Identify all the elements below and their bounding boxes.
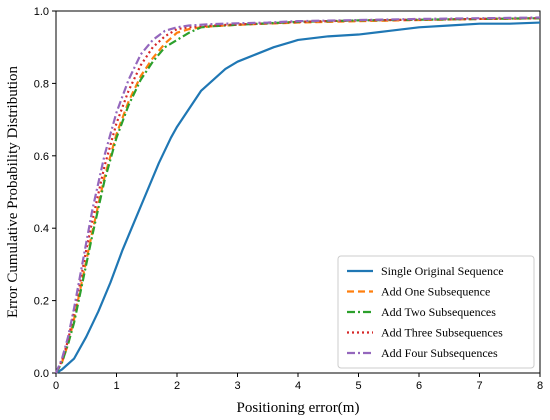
y-axis-title: Error Cumulative Probability Distributio…	[5, 65, 21, 318]
x-tick-label: 4	[295, 380, 301, 392]
legend-label-1: Single Original Sequence	[381, 264, 504, 278]
x-axis-ticks: 0 1 2 3 4 5 6 7 8	[53, 373, 543, 392]
series-line-3	[55, 17, 541, 374]
y-tick-label: 0.6	[34, 151, 49, 163]
series-line-1	[55, 21, 541, 374]
x-tick-label: 8	[537, 380, 543, 392]
legend-label-2: Add One Subsequence	[381, 285, 490, 299]
x-tick-label: 0	[53, 380, 59, 392]
x-tick-label: 2	[174, 380, 180, 392]
legend-label-4: Add Three Subsequences	[381, 326, 503, 340]
series-line-5	[54, 16, 541, 374]
y-tick-label: 0.8	[34, 78, 49, 90]
legend: Single Original Sequence Add One Subseque…	[337, 255, 535, 369]
series-layer	[54, 16, 541, 374]
legend-label-3: Add Two Subsequences	[381, 305, 496, 319]
y-tick-label: 0.0	[34, 368, 49, 380]
y-axis-ticks: 0.0 0.2 0.4 0.6 0.8 1.0	[34, 6, 56, 380]
x-axis-title: Positioning error(m)	[237, 400, 360, 416]
x-tick-label: 3	[234, 380, 240, 392]
y-tick-label: 0.4	[34, 223, 49, 235]
legend-label-5: Add Four Subsequences	[381, 346, 498, 360]
y-tick-label: 1.0	[34, 6, 49, 18]
x-tick-label: 7	[476, 380, 482, 392]
x-tick-label: 6	[416, 380, 422, 392]
legend-box	[337, 255, 535, 369]
series-line-4	[55, 17, 541, 374]
x-tick-label: 5	[355, 380, 361, 392]
y-tick-label: 0.2	[34, 296, 49, 308]
x-tick-label: 1	[113, 380, 119, 392]
